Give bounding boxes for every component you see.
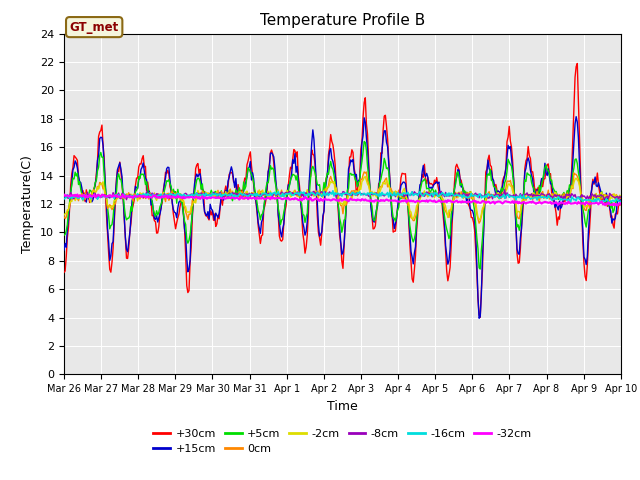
Y-axis label: Temperature(C): Temperature(C)	[22, 155, 35, 253]
Legend: +30cm, +15cm, +5cm, 0cm, -2cm, -8cm, -16cm, -32cm: +30cm, +15cm, +5cm, 0cm, -2cm, -8cm, -16…	[149, 424, 536, 459]
Text: GT_met: GT_met	[70, 21, 119, 34]
X-axis label: Time: Time	[327, 400, 358, 413]
Title: Temperature Profile B: Temperature Profile B	[260, 13, 425, 28]
